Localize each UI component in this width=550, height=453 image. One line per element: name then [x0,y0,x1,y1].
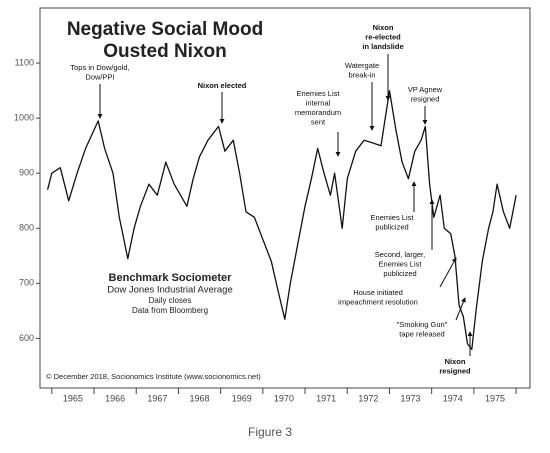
plot-frame [39,7,531,389]
annotation: Enemies List [371,213,415,222]
x-tick-label: 1967 [147,393,167,403]
x-tick-label: 1972 [358,393,378,403]
annotation: Nixon [445,357,466,366]
x-tick-label: 1966 [105,393,125,403]
x-tick-label: 1968 [190,393,210,403]
subtitle: Data from Bloomberg [132,306,208,315]
x-tick-label: 1965 [63,393,83,403]
annotation: resigned [411,94,440,103]
x-tick-label: 1970 [274,393,294,403]
y-tick-label: 1000 [14,113,34,123]
x-tick-label: 1971 [316,393,336,403]
annotation: resigned [439,366,471,375]
annotation: impeachment resolution [338,297,418,306]
annotation: Second, larger, [375,250,425,259]
annotation: Dow/PPI [85,72,114,81]
annotation-arrow [455,297,466,321]
y-tick-label: 1100 [15,57,34,67]
annotation: tape released [399,329,444,338]
annotation: sent [311,117,326,126]
chart-title: Negative Social Mood [67,19,263,40]
annotation: memorandum [295,108,341,117]
subtitle: Daily closes [149,296,192,305]
x-tick-label: 1969 [232,393,252,403]
annotation: Nixon [373,23,394,32]
data-line [46,89,517,351]
subtitle: Benchmark Sociometer [109,272,233,284]
annotation: Nixon elected [198,81,247,90]
annotation: internal [306,98,331,107]
annotation: Enemies List [297,89,341,98]
y-tick-label: 700 [19,278,34,288]
annotation: break-in [348,70,375,79]
annotation: "Smoking Gun" [397,320,448,329]
annotation-arrow [439,257,457,288]
x-tick-label: 1974 [443,393,463,403]
annotation: publicized [383,269,416,278]
annotation: House initiated [353,288,403,297]
annotation: Enemies List [379,259,423,268]
y-tick-label: 900 [19,168,34,178]
chart-title: Ousted Nixon [103,41,227,62]
annotation: Watergate [345,61,379,70]
x-tick-label: 1973 [401,393,421,403]
annotation: in landslide [362,42,403,51]
y-tick-label: 800 [19,223,34,233]
x-tick-label: 1975 [485,393,505,403]
annotation: Tops in Dow/gold, [70,63,129,72]
y-tick-label: 600 [19,333,34,343]
annotation: publicized [375,222,408,231]
annotation: re-elected [365,32,401,41]
credit: © December 2018, Socionomics Institute (… [46,372,261,381]
subtitle: Dow Jones Industrial Average [107,285,233,296]
annotation: VP Agnew [408,85,443,94]
caption: Figure 3 [248,425,292,439]
